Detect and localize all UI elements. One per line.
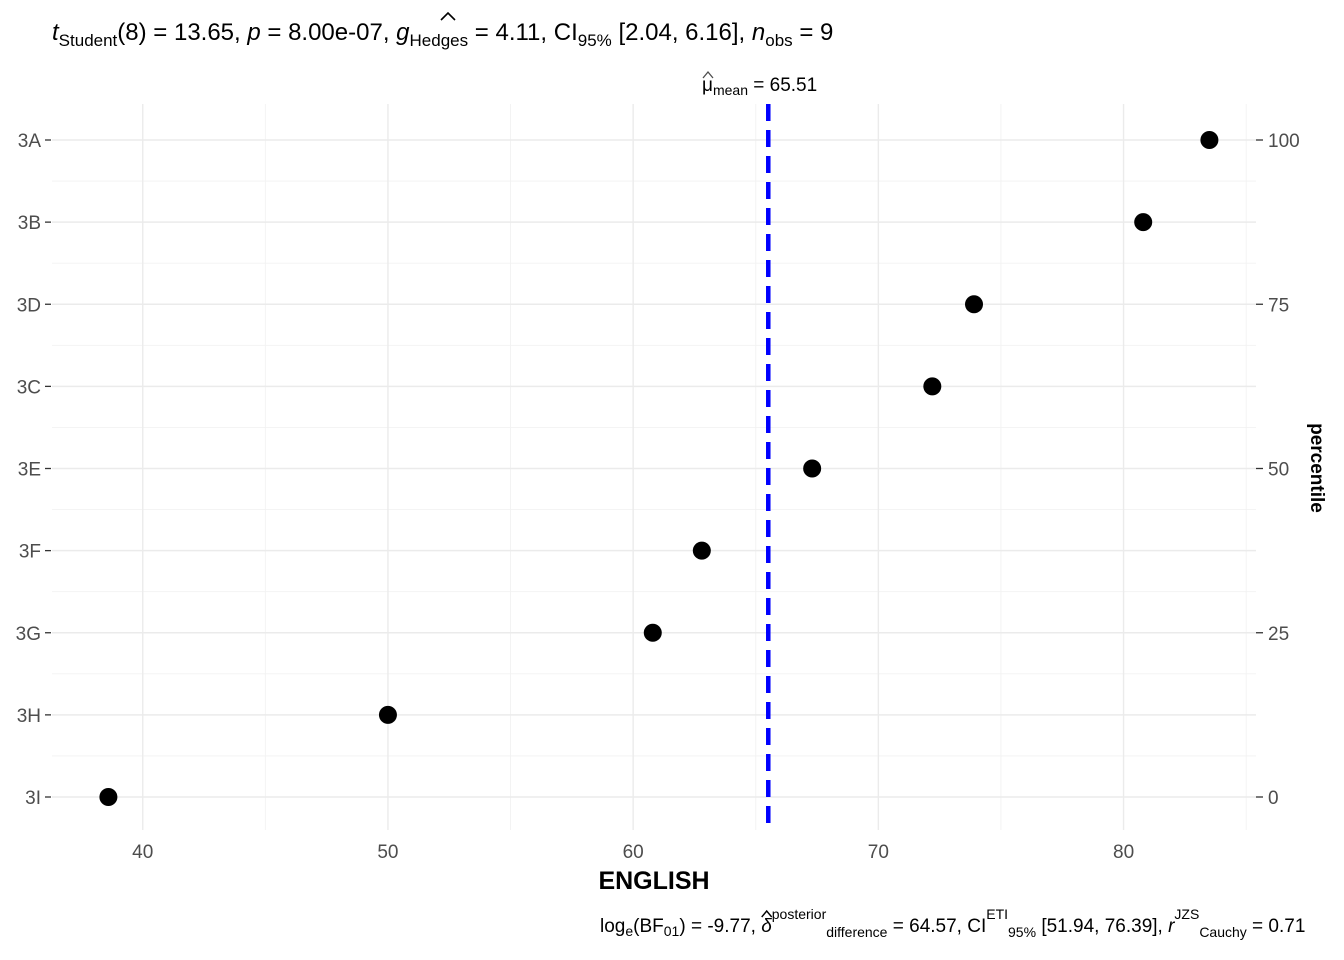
x-tick-label: 40 [132, 842, 153, 863]
right-axis-ticks: 0 25 50 75 100 [1256, 131, 1300, 809]
right-tick-label: 100 [1268, 131, 1300, 152]
data-point-3d [965, 295, 984, 314]
y-category-label: 3A [18, 131, 42, 152]
data-point-3e [803, 459, 822, 478]
right-axis-title: percentile [1306, 423, 1327, 513]
y-axis-category-labels: 3A 3B 3D 3C 3E 3F 3G 3H 3I [16, 131, 51, 809]
grid-major [52, 104, 1256, 830]
right-tick-label: 50 [1268, 460, 1289, 481]
delta-hat-mark [761, 909, 773, 918]
y-category-label: 3I [25, 788, 41, 809]
y-category-label: 3G [16, 624, 41, 645]
data-point-3b [1134, 213, 1153, 232]
data-point-3h [378, 705, 397, 724]
y-category-label: 3H [17, 706, 41, 727]
mean-label: μmean = 65.51 [702, 75, 817, 98]
grid-minor [52, 104, 1256, 830]
data-points [99, 131, 1219, 806]
right-tick-label: 75 [1268, 295, 1289, 316]
x-tick-label: 50 [377, 842, 398, 863]
data-point-3i [99, 788, 118, 806]
y-category-label: 3F [19, 542, 41, 563]
y-category-label: 3C [17, 377, 41, 398]
g-hat-mark [440, 11, 456, 21]
data-point-3f [692, 541, 711, 560]
mean-hat-mark [702, 70, 714, 79]
data-point-3g [643, 623, 662, 642]
x-tick-label: 60 [623, 842, 644, 863]
right-tick-label: 25 [1268, 624, 1289, 645]
x-axis-title: ENGLISH [598, 867, 709, 895]
y-category-label: 3E [18, 460, 41, 481]
chart-title: tStudent(8) = 13.65, p = 8.00e-07, gHedg… [52, 19, 833, 50]
x-tick-label: 70 [868, 842, 889, 863]
y-category-label: 3B [18, 213, 41, 234]
y-category-label: 3D [17, 295, 41, 316]
data-point-3c [923, 377, 942, 396]
data-point-3a [1200, 131, 1219, 149]
x-axis-ticks: 40 50 60 70 80 [132, 842, 1134, 863]
right-tick-label: 0 [1268, 788, 1279, 809]
chart-subtitle: loge(BF01) = -9.77, δposteriordifference… [600, 906, 1305, 940]
x-tick-label: 80 [1113, 842, 1134, 863]
